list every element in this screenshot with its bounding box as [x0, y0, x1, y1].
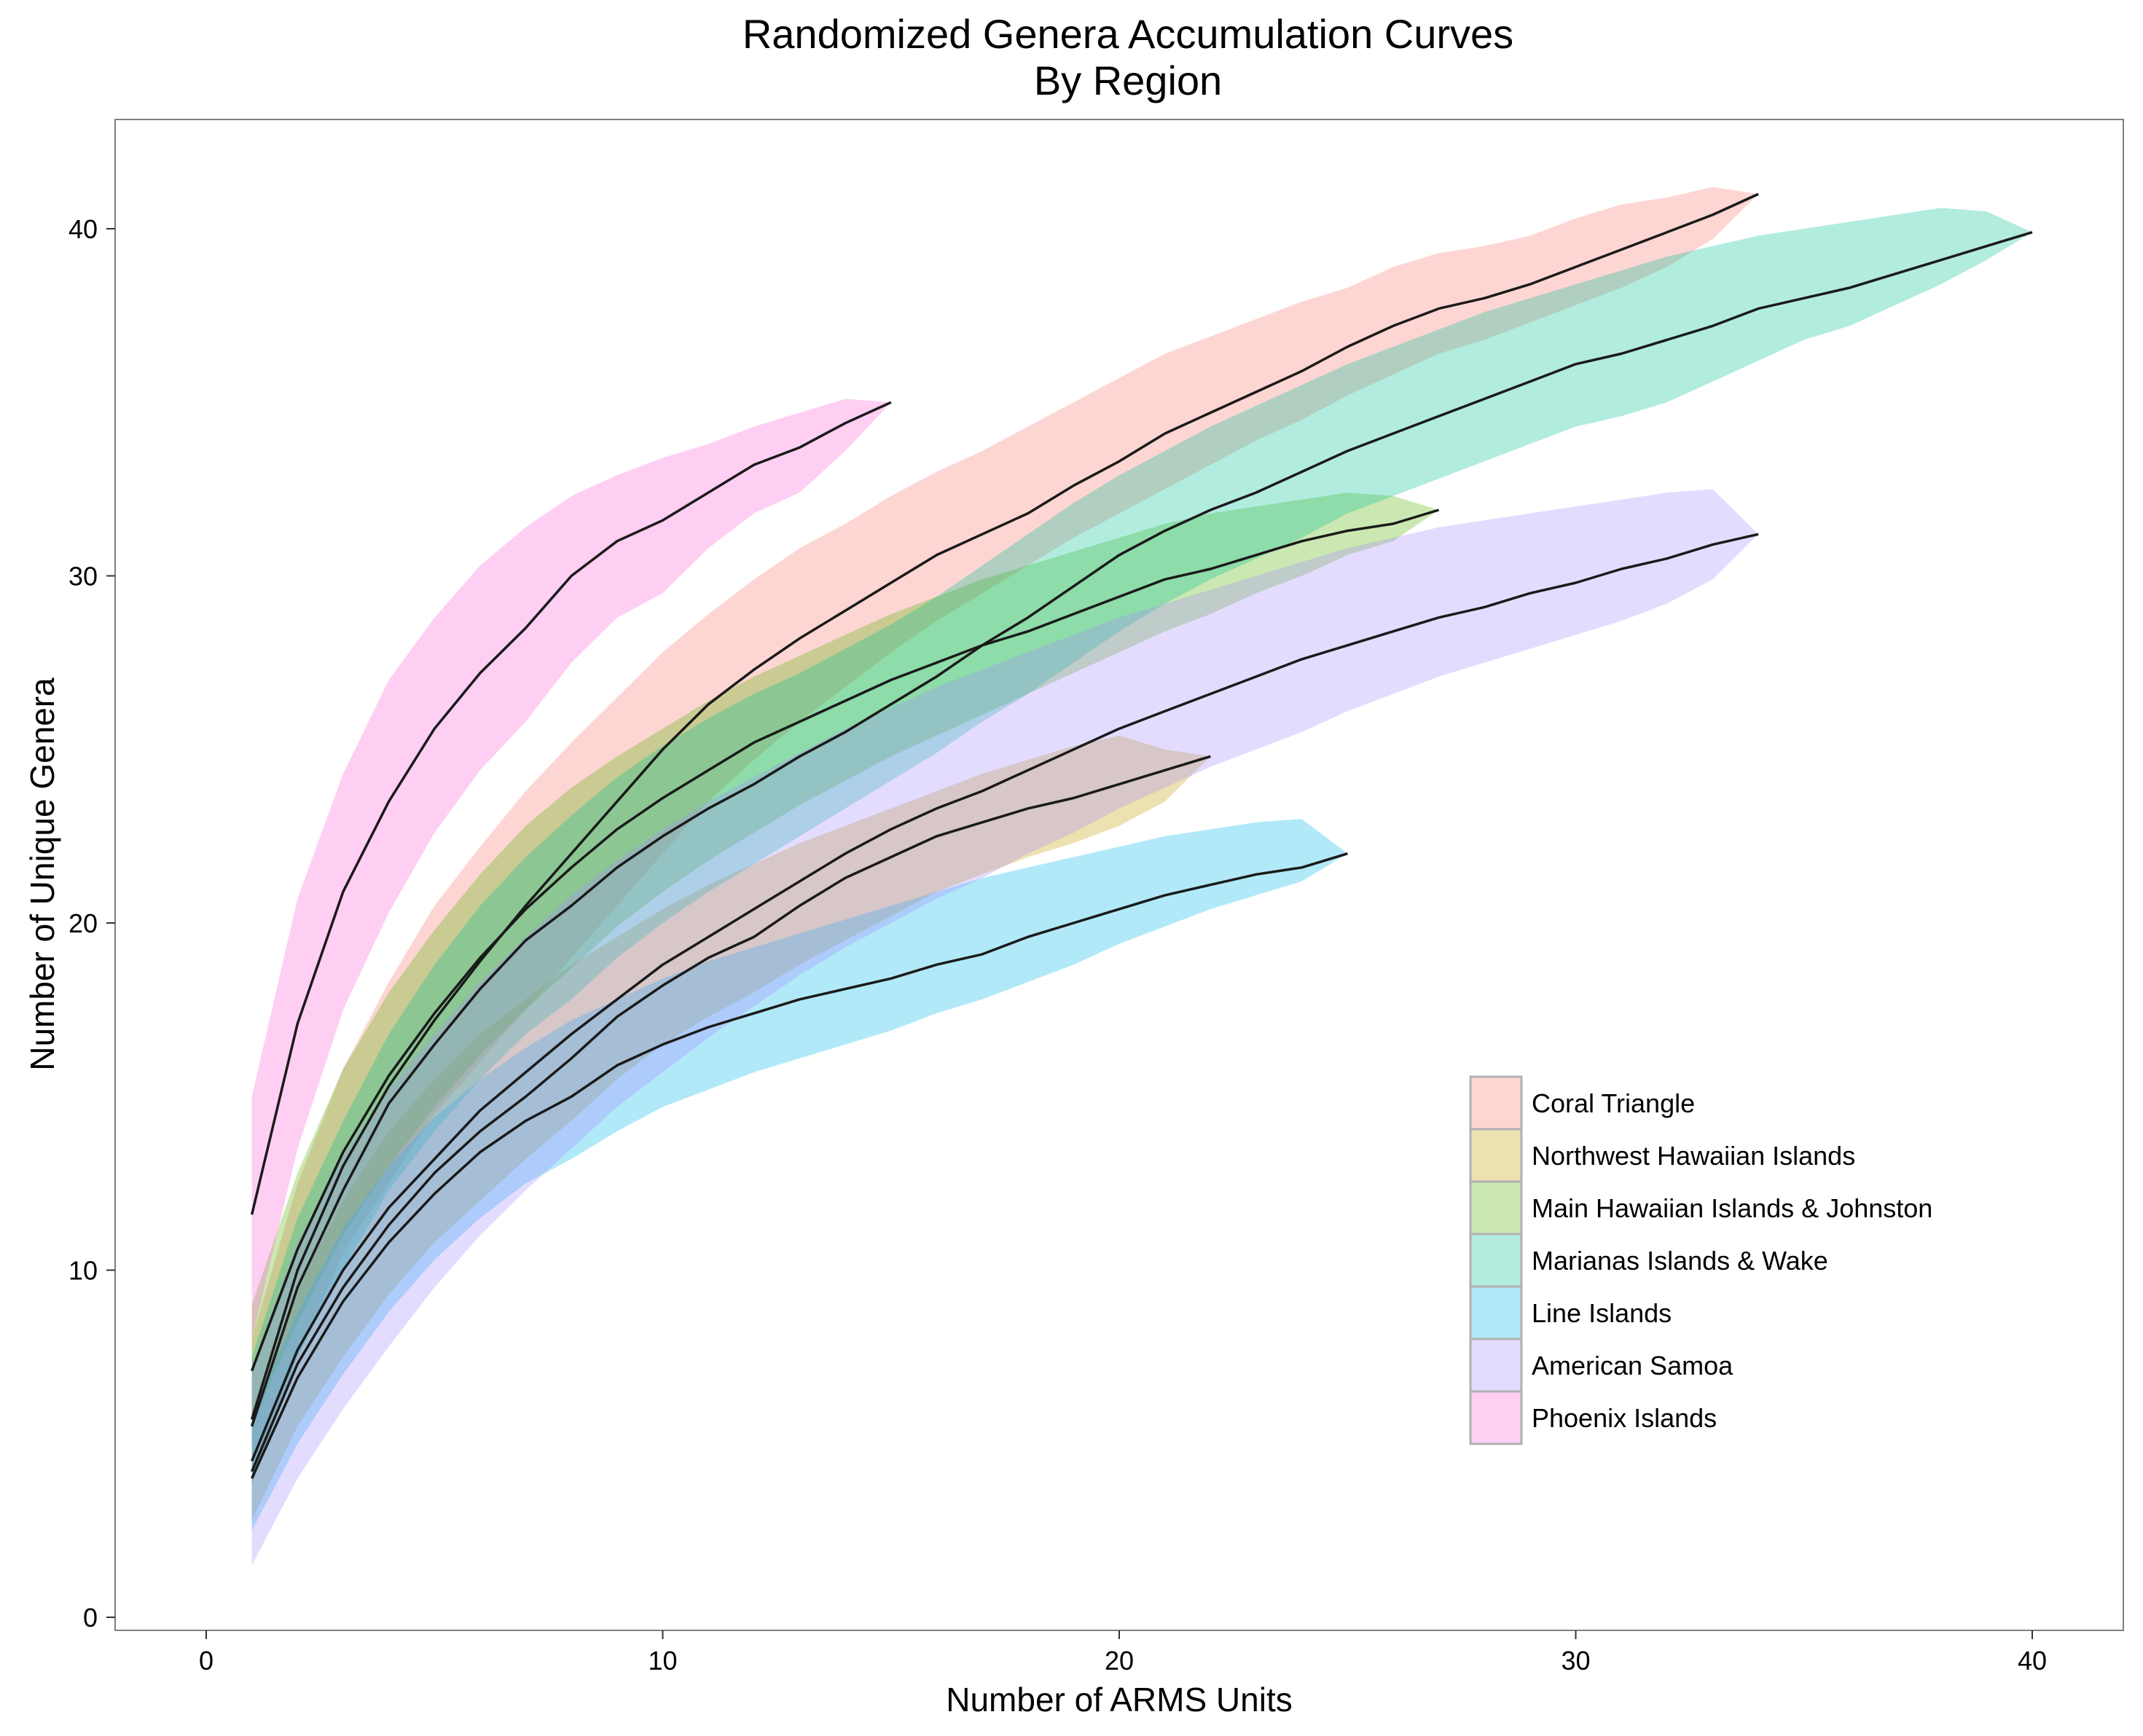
x-tick-label: 0 — [199, 1646, 213, 1676]
mean-line-layer — [250, 192, 2033, 1480]
plot-panel — [114, 119, 2124, 1631]
legend-key-bg — [1470, 1077, 1521, 1129]
x-tick-label: 30 — [1561, 1646, 1590, 1676]
y-tick-label: 10 — [68, 1256, 98, 1286]
mean-line-line-islands — [251, 852, 1348, 1480]
ribbon-line-islands — [251, 819, 1348, 1531]
legend-key-northwest-hawaiian-islands — [1469, 1128, 1523, 1183]
legend-label-american-samoa: American Samoa — [1532, 1351, 1733, 1380]
legend-key-main-hawaiian-islands-johnston — [1469, 1180, 1523, 1236]
y-axis-title: Number of Unique Genera — [23, 677, 61, 1071]
legend-label-main-hawaiian-islands-johnston: Main Hawaiian Islands & Johnston — [1532, 1193, 1932, 1223]
x-axis: 0 10 20 30 40 — [199, 1630, 2047, 1676]
x-tick-label: 40 — [2018, 1646, 2047, 1676]
legend-key-phoenix-islands — [1469, 1390, 1523, 1445]
legend-key-marianas-islands-wake — [1469, 1233, 1523, 1288]
legend-label-phoenix-islands: Phoenix Islands — [1532, 1403, 1717, 1433]
ribbon-northwest-hawaiian-islands — [251, 735, 1211, 1520]
y-tick-label: 20 — [68, 908, 98, 938]
legend-key-bg — [1470, 1287, 1521, 1339]
ribbon-layer — [251, 186, 2032, 1566]
ribbon-phoenix-islands — [251, 398, 891, 1340]
mean-line-marianas-islands-wake — [250, 231, 2033, 1427]
legend-label-marianas-islands-wake: Marianas Islands & Wake — [1532, 1246, 1828, 1276]
chart-title: Randomized Genera Accumulation Curves — [743, 11, 1513, 57]
legend-key-bg — [1470, 1129, 1521, 1182]
mean-line-main-hawaiian-islands-johnston — [250, 508, 1440, 1372]
ribbon-coral-triangle — [251, 186, 1759, 1485]
x-axis-title: Number of ARMS Units — [946, 1681, 1292, 1719]
legend-key-bg — [1470, 1339, 1521, 1391]
y-tick-label: 40 — [68, 214, 98, 244]
y-tick-label: 30 — [68, 562, 98, 592]
legend-key-line-islands — [1469, 1285, 1523, 1340]
legend-key-bg — [1470, 1182, 1521, 1234]
mean-line-northwest-hawaiian-islands — [250, 755, 1211, 1472]
legend-key-american-samoa — [1469, 1338, 1523, 1393]
legend-key-coral-triangle — [1469, 1075, 1523, 1131]
mean-line-phoenix-islands — [250, 401, 892, 1215]
x-tick-label: 20 — [1105, 1646, 1134, 1676]
y-axis: 0 10 20 30 40 — [68, 214, 115, 1633]
mean-line-american-samoa — [250, 533, 1759, 1462]
legend: Coral Triangle Northwest Hawaiian Islands… — [1469, 1075, 1932, 1445]
legend-key-bg — [1470, 1234, 1521, 1287]
ribbon-marianas-islands-wake — [251, 208, 2032, 1485]
chart-subtitle: By Region — [1034, 58, 1222, 103]
legend-label-line-islands: Line Islands — [1532, 1298, 1672, 1328]
ribbon-american-samoa — [251, 489, 1759, 1566]
legend-label-coral-triangle: Coral Triangle — [1532, 1088, 1695, 1118]
ribbon-main-hawaiian-islands-johnston — [251, 492, 1439, 1426]
y-tick-label: 0 — [83, 1603, 98, 1633]
x-tick-label: 10 — [648, 1646, 677, 1676]
legend-key-bg — [1470, 1391, 1521, 1444]
legend-label-northwest-hawaiian-islands: Northwest Hawaiian Islands — [1532, 1141, 1855, 1171]
